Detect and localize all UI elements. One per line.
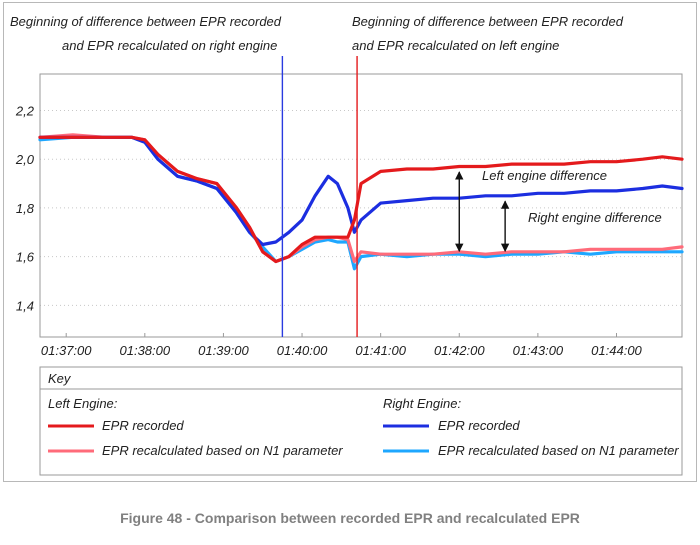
- y-axis-ticks: 1,4 1,6 1,8 2,0 2,2: [15, 104, 35, 314]
- x-axis-ticks: 01:37:00 01:38:00 01:39:00 01:40:00 01:41:00…: [41, 333, 643, 358]
- legend-label-left-recorded: EPR recorded: [102, 418, 184, 433]
- marker-left-label-line2: and EPR recalculated on left engine: [352, 38, 559, 53]
- legend-group-left: Left Engine:: [48, 396, 118, 411]
- x-tick-label: 01:42:00: [434, 343, 485, 358]
- legend-label-right-recorded: EPR recorded: [438, 418, 520, 433]
- legend-title: Key: [48, 371, 72, 386]
- y-tick-label: 1,8: [16, 201, 35, 216]
- series-lines: [38, 133, 684, 271]
- x-tick-label: 01:39:00: [198, 343, 249, 358]
- marker-right-label-line2: and EPR recalculated on right engine: [62, 38, 277, 53]
- legend-label-right-recalculated: EPR recalculated based on N1 parameter: [438, 443, 679, 458]
- y-tick-label: 2,0: [15, 152, 35, 167]
- left-engine-difference-label: Left engine difference: [482, 168, 607, 183]
- plot-area: [39, 73, 683, 338]
- event-markers: [281, 56, 358, 337]
- marker-right-label-line1: Beginning of difference between EPR reco…: [10, 14, 282, 29]
- x-tick-label: 01:41:00: [355, 343, 406, 358]
- marker-left-label-line1: Beginning of difference between EPR reco…: [352, 14, 624, 29]
- series-right-recorded: [38, 135, 684, 247]
- y-tick-label: 1,4: [16, 298, 34, 313]
- legend-box: [39, 366, 683, 476]
- series-left-recorded: [38, 135, 684, 264]
- legend-label-left-recalculated: EPR recalculated based on N1 parameter: [102, 443, 343, 458]
- difference-annotations: [455, 171, 510, 253]
- x-tick-label: 01:43:00: [513, 343, 564, 358]
- legend-group-right: Right Engine:: [383, 396, 461, 411]
- figure-caption: Figure 48 - Comparison between recorded …: [120, 510, 580, 526]
- y-tick-label: 1,6: [16, 250, 35, 265]
- x-tick-label: 01:38:00: [120, 343, 171, 358]
- right-engine-difference-label: Right engine difference: [528, 210, 662, 225]
- series-left-recalculated: [38, 133, 684, 264]
- x-tick-label: 01:44:00: [591, 343, 642, 358]
- y-tick-label: 2,2: [15, 104, 35, 119]
- x-tick-label: 01:37:00: [41, 343, 92, 358]
- x-tick-label: 01:40:00: [277, 343, 328, 358]
